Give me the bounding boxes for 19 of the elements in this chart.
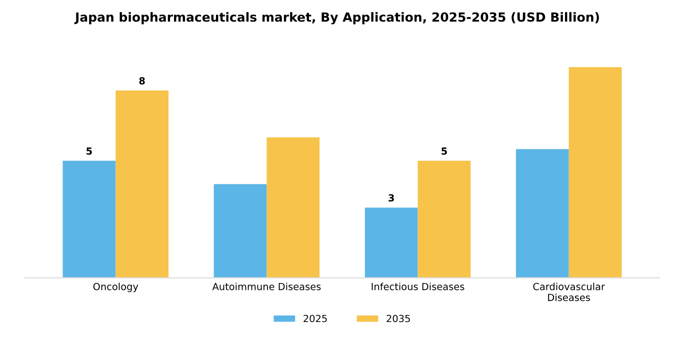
bar bbox=[266, 137, 320, 278]
legend-label: 2035 bbox=[386, 314, 410, 322]
bar bbox=[364, 208, 418, 278]
data-label: 5 bbox=[442, 147, 447, 155]
bar bbox=[214, 184, 267, 278]
bar bbox=[62, 160, 116, 278]
x-tick-label: Cardiovascular Diseases bbox=[533, 282, 605, 302]
legend-label: 2025 bbox=[304, 314, 327, 322]
x-tick-label: Autoimmune Diseases bbox=[212, 282, 321, 290]
data-label: 5 bbox=[86, 147, 92, 155]
x-tick-label: Oncology bbox=[93, 282, 138, 292]
bar bbox=[418, 160, 471, 278]
chart-title: Japan biopharmaceuticals market, By Application, 2025-2035 (USD Billion) bbox=[74, 12, 599, 24]
bar bbox=[568, 67, 622, 278]
bar bbox=[116, 90, 168, 278]
data-label: 3 bbox=[388, 194, 394, 202]
x-tick-label: Infectious Diseases bbox=[372, 282, 464, 290]
bar bbox=[516, 149, 569, 278]
data-label: 8 bbox=[139, 77, 145, 84]
